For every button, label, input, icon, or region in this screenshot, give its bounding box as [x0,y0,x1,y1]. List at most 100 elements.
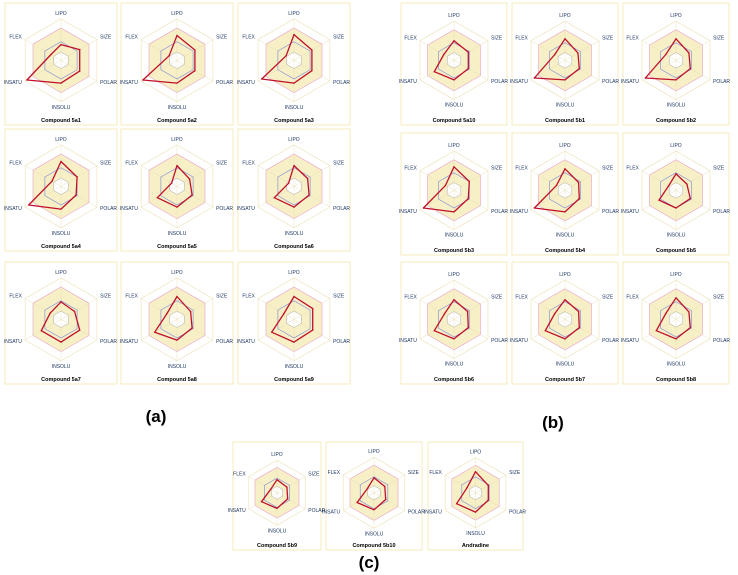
axis-spoke [140,298,178,320]
radar-chart: LIPO SIZE POLAR INSOLU INSATU FLEX Compound 5b… [621,2,730,126]
data-point [578,197,580,200]
axis-label-polar: POLAR [100,206,117,212]
axis-spoke [276,476,306,493]
axis-spoke [419,190,455,211]
axis-label-insatu: INSATU [399,79,417,85]
chart-title: Compound 5b2 [656,118,696,124]
axis-label-size: SIZE [491,166,503,172]
reference-series-line [44,300,78,339]
axis-label-insolu: INSOLU [466,531,485,537]
data-point [176,82,178,84]
axis-label-polar: POLAR [308,508,325,514]
axis-label-lipo: LIPO [670,143,682,149]
data-point [373,477,375,479]
chart-frame [400,2,508,126]
radar-chart: LIPO SIZE POLAR INSOLU INSATU FLEX Compound 5a… [237,261,350,385]
radar-chart: LIPO SIZE POLAR INSOLU INSATU FLEX Compound 5b… [510,261,619,385]
data-point [564,211,566,213]
axis-label-lipo: LIPO [288,11,300,17]
radar-chart: LIPO SIZE POLAR INSOLU INSATU FLEX Compound 5b… [399,261,508,385]
data-point [194,70,196,72]
axis-label-size: SIZE [713,36,725,42]
axis-spoke [60,298,98,320]
axis-label-insatu: INSATU [237,206,255,212]
axis-label-lipo: LIPO [55,11,67,17]
data-point [60,301,62,303]
data-point [79,48,81,51]
axis-label-insolu: INSOLU [445,103,464,109]
axis-spoke [60,60,98,82]
axis-label-insatu: INSATU [4,80,22,86]
axis-label-flex: FLEX [515,295,528,301]
reference-series-line [160,300,194,339]
data-point [260,501,263,503]
axis-spoke [564,319,600,340]
data-point [564,79,566,81]
chart-frame [400,132,508,256]
axis-spoke [293,298,331,320]
axis-spoke [475,492,506,511]
data-point [533,207,536,209]
radar-chart: LIPO SIZE POLAR INSOLU INSATU FLEX Compound 5a… [237,2,350,126]
data-point [308,194,310,196]
data-point [533,77,536,79]
axis-label-lipo: LIPO [368,449,380,455]
axis-spoke [564,190,600,211]
axis-spoke [453,40,489,61]
data-point [467,326,469,329]
data-point [554,312,556,315]
radar-chart: LIPO SIZE POLAR INSOLU INSATU FLEX Compound 5a… [120,261,233,385]
data-point [689,326,691,329]
axis-spoke [453,299,489,320]
chart-frame [427,441,524,551]
reference-series-line [660,42,692,79]
chart-frame [237,128,351,252]
axis-label-flex: FLEX [125,161,138,167]
axis-label-flex: FLEX [125,294,138,300]
axis-spoke [293,165,331,187]
data-point [453,166,455,168]
chart-frame [511,261,619,385]
data-point [188,178,191,180]
axis-label-size: SIZE [333,294,345,300]
axis-label-flex: FLEX [404,166,417,172]
axis-spoke [176,165,214,187]
data-point [373,509,375,511]
reference-series-line [44,41,78,80]
data-point [293,82,295,84]
axis-spoke [445,492,476,511]
chart-title: Compound 5b4 [545,248,586,254]
data-point [285,55,287,57]
radar-chart: LIPO SIZE POLAR INSOLU INSATU FLEX Compound 5a… [4,261,117,385]
axis-label-insolu: INSOLU [445,233,464,239]
axis-spoke [564,170,600,191]
axis-label-lipo: LIPO [55,137,67,143]
axis-label-lipo: LIPO [171,11,183,17]
chart-frame [511,132,619,256]
data-point [271,331,273,333]
data-point [555,184,558,187]
axis-spoke [24,298,62,320]
axis-label-size: SIZE [333,161,345,167]
axis-spoke [257,319,295,341]
chart-frame [232,441,322,551]
axis-label-lipo: LIPO [55,270,67,276]
axis-label-insatu: INSATU [120,80,138,86]
data-point [51,180,53,182]
chart-title: Compound 5a6 [274,244,314,250]
axis-label-flex: FLEX [242,35,255,41]
chart-title: Compound 5a10 [433,118,476,124]
axis-spoke [24,39,62,61]
panel-label-c: (c) [359,553,380,572]
data-point [689,67,691,70]
axis-spoke [675,299,711,320]
data-point [577,310,580,313]
axis-spoke [248,476,278,493]
axis-spoke [641,299,677,320]
data-point [60,43,62,46]
chart-frame [4,128,118,252]
axis-label-lipo: LIPO [288,270,300,276]
data-point [453,211,455,213]
data-point [176,295,178,298]
